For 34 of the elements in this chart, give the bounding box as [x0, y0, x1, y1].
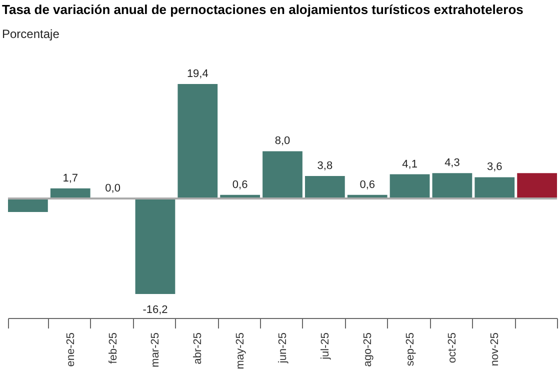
data-label: 0,6 — [232, 178, 248, 191]
bar — [135, 198, 176, 294]
bar — [8, 198, 48, 212]
bar — [474, 177, 515, 198]
data-label: 4,3 — [444, 157, 460, 170]
bar — [432, 173, 472, 198]
chart-subtitle: Porcentaje — [2, 27, 60, 41]
data-label: 3,8 — [317, 160, 333, 172]
data-label: 4,1 — [402, 158, 418, 170]
x-tick-label: jun-25 — [277, 332, 289, 364]
x-tick-label: nov-25 — [489, 332, 502, 366]
bar — [50, 188, 90, 198]
data-label: 3,6 — [486, 161, 502, 174]
bar — [390, 174, 430, 198]
x-tick-label: sep-25 — [404, 332, 416, 366]
x-tick-label: mar-25 — [150, 332, 162, 368]
bar — [517, 173, 557, 198]
chart-title: Tasa de variación anual de pernoctaciones en alojamientos turísticos extrahoteleros — [2, 2, 524, 17]
x-tick-label: ene-25 — [64, 332, 77, 367]
bar — [178, 84, 218, 198]
x-tick-label: jul-25 — [319, 332, 332, 360]
data-label: 19,4 — [186, 68, 208, 80]
data-label: 0,0 — [105, 182, 120, 194]
data-label: 0,6 — [360, 178, 375, 191]
x-tick-label: abr-25 — [192, 332, 204, 364]
data-label: 1,7 — [62, 172, 78, 184]
x-tick-label: ago-25 — [362, 332, 374, 367]
bar — [262, 151, 302, 198]
x-tick-label: may-25 — [234, 332, 247, 370]
x-tick-label: feb-25 — [107, 332, 120, 364]
bar — [304, 176, 345, 198]
x-tick-label: oct-25 — [446, 332, 459, 364]
data-label: -16,2 — [142, 304, 168, 316]
data-label: 8,0 — [274, 135, 290, 148]
